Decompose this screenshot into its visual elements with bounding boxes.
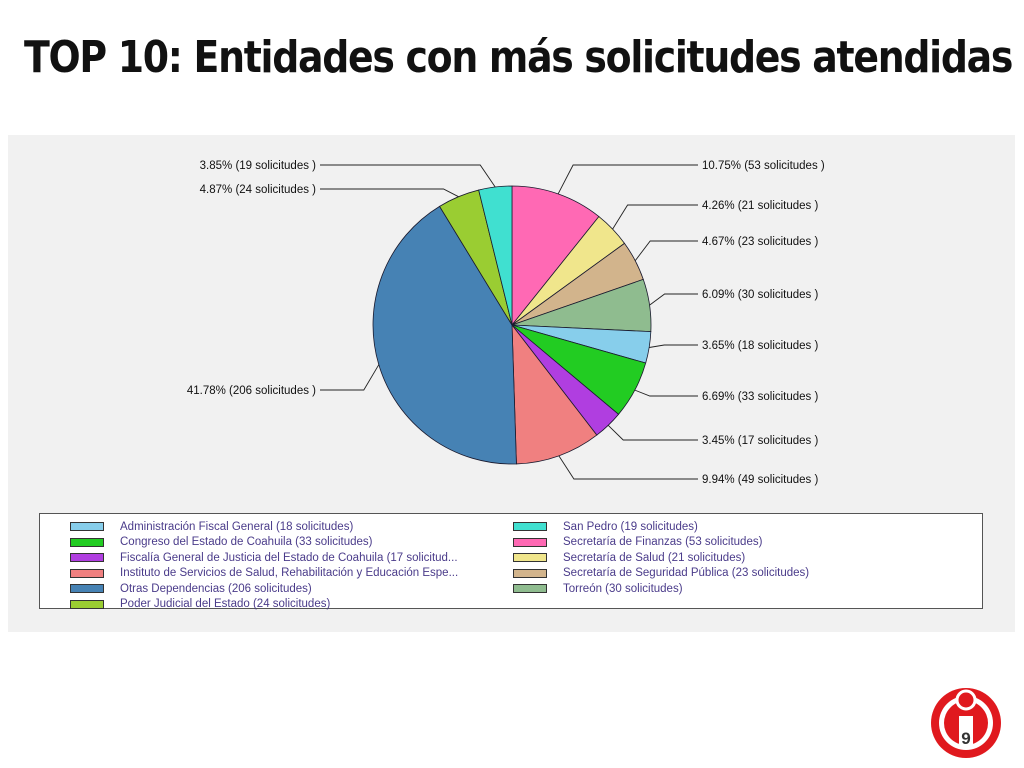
- slice-data-label: 41.78% (206 solicitudes ): [187, 385, 316, 397]
- leader-line: [320, 164, 496, 188]
- slice-data-label: 10.75% (53 solicitudes ): [702, 160, 825, 172]
- slice-data-label: 3.45% (17 solicitudes ): [702, 435, 819, 447]
- leader-line: [607, 424, 698, 441]
- pie-slice: [478, 185, 513, 326]
- leader-line: [557, 164, 698, 195]
- legend-swatch: [513, 537, 547, 547]
- legend-label: Secretaría de Salud (21 solicitudes): [563, 551, 746, 564]
- legend-swatch: [70, 584, 104, 594]
- legend-item: Congreso del Estado de Coahuila (33 soli…: [70, 535, 458, 551]
- legend-label: Instituto de Servicios de Salud, Rehabil…: [120, 567, 459, 580]
- legend-item: Secretaría de Seguridad Pública (23 soli…: [513, 566, 809, 582]
- slide-title: TOP 10: Entidades con más solicitudes at…: [24, 32, 1013, 83]
- slice-data-label: 3.65% (18 solicitudes ): [702, 340, 819, 352]
- leader-line: [320, 364, 380, 391]
- legend-item: Administración Fiscal General (18 solici…: [70, 519, 458, 535]
- leader-line: [634, 240, 698, 261]
- leader-line: [649, 344, 698, 348]
- legend-swatch: [70, 537, 104, 547]
- legend-label: Congreso del Estado de Coahuila (33 soli…: [120, 536, 373, 549]
- leader-line: [320, 188, 459, 198]
- legend-label: Administración Fiscal General (18 solici…: [120, 520, 354, 533]
- legend-item: Fiscalía General de Justicia del Estado …: [70, 550, 458, 566]
- slice-data-label: 3.85% (19 solicitudes ): [200, 160, 317, 172]
- legend-item: Secretaría de Finanzas (53 solicitudes): [513, 535, 809, 551]
- slice-data-label: 4.87% (24 solicitudes ): [200, 184, 317, 196]
- legend-swatch: [513, 584, 547, 594]
- legend-swatch: [70, 553, 104, 563]
- legend-item: Poder Judicial del Estado (24 solicitude…: [70, 597, 458, 613]
- leader-line: [558, 455, 698, 480]
- page-number: 9: [961, 729, 970, 748]
- slice-data-label: 4.67% (23 solicitudes ): [702, 236, 819, 248]
- chart-panel: 10.75% (53 solicitudes ) 4.26% (21 solici…: [8, 135, 1015, 632]
- legend-item: Instituto de Servicios de Salud, Rehabil…: [70, 566, 458, 582]
- legend-label: Poder Judicial del Estado (24 solicitude…: [120, 598, 331, 611]
- pie-slice: [511, 323, 598, 465]
- chart-legend: Administración Fiscal General (18 solici…: [39, 513, 983, 612]
- legend-label: Secretaría de Finanzas (53 solicitudes): [563, 536, 763, 549]
- legend-item: Torreón (30 solicitudes): [513, 581, 809, 597]
- info-dot-icon: [955, 689, 977, 711]
- legend-swatch: [70, 568, 104, 578]
- slice-data-label: 9.94% (49 solicitudes ): [702, 474, 819, 486]
- slice-data-label: 6.69% (33 solicitudes ): [702, 391, 819, 403]
- legend-swatch: [513, 522, 547, 532]
- legend-label: Secretaría de Seguridad Pública (23 soli…: [563, 567, 810, 580]
- legend-label: Otras Dependencias (206 solicitudes): [120, 582, 312, 595]
- legend-item: Otras Dependencias (206 solicitudes): [70, 581, 458, 597]
- page-badge: 9: [931, 688, 1001, 758]
- legend-column-left: Administración Fiscal General (18 solici…: [70, 519, 458, 612]
- legend-swatch: [513, 568, 547, 578]
- legend-column-right: San Pedro (19 solicitudes) Secretaría de …: [513, 519, 809, 597]
- legend-label: San Pedro (19 solicitudes): [563, 520, 698, 533]
- slice-data-label: 6.09% (30 solicitudes ): [702, 289, 819, 301]
- leader-line: [649, 293, 698, 306]
- legend-label: Fiscalía General de Justicia del Estado …: [120, 551, 458, 564]
- legend-swatch: [70, 599, 104, 609]
- legend-label: Torreón (30 solicitudes): [563, 582, 683, 595]
- legend-item: Secretaría de Salud (21 solicitudes): [513, 550, 809, 566]
- pie-chart: 10.75% (53 solicitudes ) 4.26% (21 solici…: [187, 160, 825, 486]
- legend-swatch: [513, 553, 547, 563]
- legend-item: San Pedro (19 solicitudes): [513, 519, 809, 535]
- leader-line: [634, 389, 698, 397]
- leader-line: [612, 204, 698, 230]
- legend-swatch: [70, 522, 104, 532]
- slice-data-label: 4.26% (21 solicitudes ): [702, 200, 819, 212]
